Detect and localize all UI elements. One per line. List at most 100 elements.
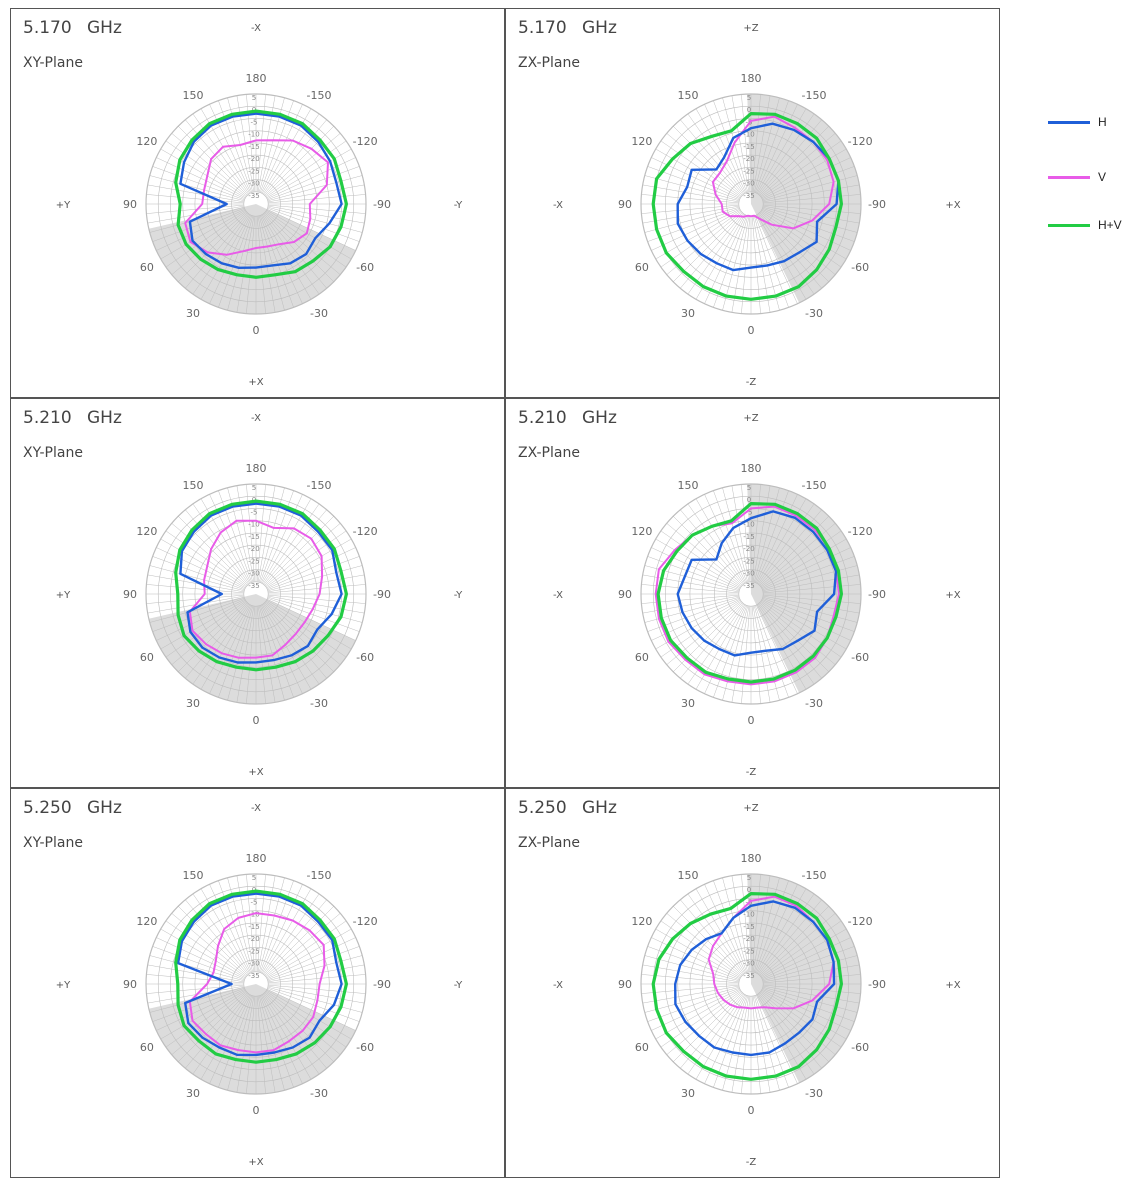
grid-spoke: [642, 985, 740, 1004]
frequency-value: 5.210: [23, 408, 72, 428]
angle-label: 150: [678, 89, 699, 102]
grid-spoke: [760, 601, 836, 665]
grid-spoke: [266, 547, 356, 590]
grid-spoke: [259, 995, 294, 1088]
angle-label: 30: [681, 697, 695, 710]
grid-spoke: [680, 603, 744, 679]
grid-spoke: [660, 920, 742, 978]
grid-spoke: [267, 205, 365, 224]
grid-spoke: [762, 964, 860, 983]
angle-label: -150: [307, 89, 332, 102]
angle-label: -60: [356, 261, 374, 274]
grid-spoke: [266, 598, 356, 641]
angle-label: 120: [631, 135, 652, 148]
angle-label: 150: [678, 479, 699, 492]
frequency-unit: GHz: [87, 798, 122, 818]
grid-spoke: [265, 601, 341, 665]
grid-spoke: [761, 157, 851, 200]
angle-label: 180: [741, 852, 762, 865]
ring-label: 5: [252, 484, 256, 492]
grid-spoke: [753, 605, 780, 701]
grid-spoke: [165, 920, 247, 978]
grid-spoke: [256, 606, 266, 704]
grid-spoke: [260, 604, 303, 694]
grid-spoke: [246, 216, 256, 314]
chart-panel-zx-plane-5-170: 5.170 GHz ZX-Plane +Z -Z -X +X 5 0 -5 -10 -15 -20 -25…: [505, 8, 1000, 398]
grid-spoke: [666, 211, 742, 275]
grid-spoke: [266, 538, 352, 589]
ring-label: -20: [743, 935, 754, 943]
grid-spoke: [760, 600, 842, 658]
grid-spoke: [265, 523, 341, 587]
grid-spoke: [758, 603, 822, 679]
grid-spoke: [704, 604, 747, 694]
grid-spoke: [209, 214, 252, 304]
grid-spoke: [261, 498, 312, 584]
grid-spoke: [149, 955, 245, 982]
ring-label: -5: [251, 118, 258, 126]
grid-spoke: [762, 206, 858, 233]
ring-label: -35: [743, 582, 754, 590]
grid-spoke: [178, 212, 248, 282]
grid-spoke: [741, 484, 751, 582]
angle-label: 150: [183, 869, 204, 882]
ring-label: -25: [248, 947, 259, 955]
grid-spoke: [751, 606, 761, 704]
pattern-grid: 5.170 GHz XY-Plane -X +X +Y -Y 5 0 -5 -10 -15 -20 -25…: [10, 8, 1000, 1178]
grid-spoke: [156, 937, 246, 980]
angle-label: -90: [868, 198, 886, 211]
ring-label: -15: [743, 533, 754, 541]
plane-label: ZX-Plane: [518, 55, 580, 71]
grid-spoke: [261, 214, 312, 300]
legend-label-h: H: [1098, 115, 1107, 129]
grid-spoke: [642, 964, 740, 983]
grid-spoke: [152, 556, 245, 591]
grid-spoke: [756, 604, 807, 690]
grid-spoke: [246, 996, 256, 1094]
angle-label: 120: [136, 135, 157, 148]
axis-direction-left: -X: [553, 590, 563, 601]
grid-spoke: [258, 995, 285, 1091]
grid-spoke: [152, 946, 245, 981]
grid-spoke: [760, 211, 836, 275]
angle-label: -150: [307, 869, 332, 882]
grid-spoke: [760, 523, 836, 587]
grid-spoke: [763, 204, 861, 214]
grid-spoke: [268, 194, 366, 204]
grid-spoke: [192, 603, 250, 685]
grid-spoke: [666, 991, 742, 1055]
grid-spoke: [178, 906, 248, 976]
grid-spoke: [152, 166, 245, 201]
ring-label: -15: [743, 143, 754, 151]
axis-direction-bottom: -Z: [746, 1157, 757, 1168]
grid-spoke: [762, 207, 855, 242]
grid-spoke: [660, 210, 742, 268]
grid-spoke: [713, 605, 748, 698]
grid-spoke: [160, 989, 246, 1040]
series-line-hv: [656, 502, 843, 684]
angle-label: 180: [246, 72, 267, 85]
grid-spoke: [763, 974, 861, 984]
grid-spoke: [660, 990, 742, 1048]
grid-spoke: [267, 985, 365, 1004]
angle-label: -30: [310, 697, 328, 710]
chart-panel-zx-plane-5-250: 5.250 GHz ZX-Plane +Z -Z -X +X 5 0 -5 -10 -15 -20 -25…: [505, 788, 1000, 1178]
series-line-hv: [174, 889, 348, 1064]
grid-spoke: [200, 498, 251, 584]
grid-spoke: [266, 599, 352, 650]
series-line-v: [707, 895, 835, 1010]
grid-spoke: [266, 148, 352, 199]
grid-spoke: [651, 208, 741, 251]
grid-spoke: [762, 166, 855, 201]
ring-label: 0: [747, 886, 751, 894]
ring-label: -20: [248, 935, 259, 943]
grid-spoke: [152, 597, 245, 632]
ring-label: -20: [743, 545, 754, 553]
grid-spoke: [756, 214, 807, 300]
frequency-unit: GHz: [87, 408, 122, 428]
grid-spoke: [762, 205, 860, 224]
grid-spoke: [264, 516, 334, 586]
grid-spoke: [264, 992, 334, 1062]
